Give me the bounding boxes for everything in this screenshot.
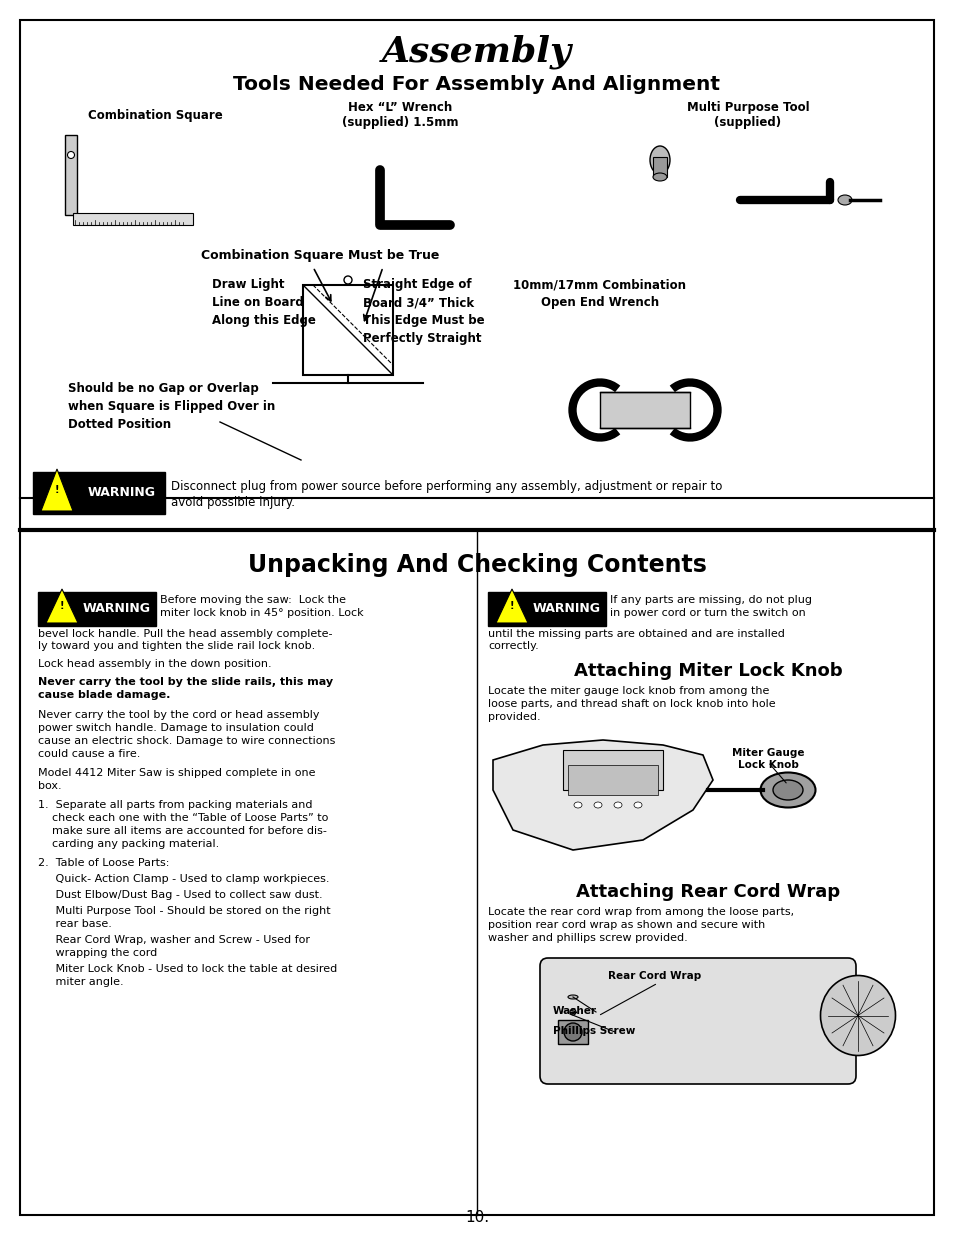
Text: Quick- Action Clamp - Used to clamp workpieces.: Quick- Action Clamp - Used to clamp work… bbox=[38, 874, 329, 884]
FancyBboxPatch shape bbox=[539, 958, 855, 1084]
Text: Straight Edge of
Board 3/4” Thick
This Edge Must be
Perfectly Straight: Straight Edge of Board 3/4” Thick This E… bbox=[363, 278, 484, 345]
Text: Attaching Rear Cord Wrap: Attaching Rear Cord Wrap bbox=[576, 883, 840, 902]
Ellipse shape bbox=[634, 802, 641, 808]
Text: Hex “L” Wrench
(supplied) 1.5mm: Hex “L” Wrench (supplied) 1.5mm bbox=[341, 101, 457, 128]
Text: Miter Gauge
Lock Knob: Miter Gauge Lock Knob bbox=[731, 748, 803, 769]
Ellipse shape bbox=[567, 995, 578, 999]
Polygon shape bbox=[493, 740, 712, 850]
Text: ly toward you and tighten the slide rail lock knob.: ly toward you and tighten the slide rail… bbox=[38, 641, 314, 651]
Text: provided.: provided. bbox=[488, 713, 540, 722]
Text: correctly.: correctly. bbox=[488, 641, 538, 651]
Text: cause blade damage.: cause blade damage. bbox=[38, 690, 171, 700]
Text: avoid possible injury.: avoid possible injury. bbox=[171, 496, 294, 509]
Ellipse shape bbox=[344, 275, 352, 284]
Bar bbox=[38, 592, 156, 626]
Text: 10mm/17mm Combination
Open End Wrench: 10mm/17mm Combination Open End Wrench bbox=[513, 278, 686, 309]
Text: wrapping the cord: wrapping the cord bbox=[38, 948, 157, 958]
Ellipse shape bbox=[574, 802, 581, 808]
Text: 1.  Separate all parts from packing materials and: 1. Separate all parts from packing mater… bbox=[38, 800, 313, 810]
Text: WARNING: WARNING bbox=[533, 603, 600, 615]
Polygon shape bbox=[46, 589, 78, 622]
Text: Unpacking And Checking Contents: Unpacking And Checking Contents bbox=[247, 553, 706, 577]
Text: rear base.: rear base. bbox=[38, 919, 112, 929]
Text: Washer: Washer bbox=[553, 1007, 597, 1016]
Ellipse shape bbox=[563, 1023, 581, 1041]
Text: Never carry the tool by the cord or head assembly: Never carry the tool by the cord or head… bbox=[38, 710, 319, 720]
Text: Locate the miter gauge lock knob from among the: Locate the miter gauge lock knob from am… bbox=[488, 685, 768, 697]
Bar bbox=[65, 135, 77, 215]
Bar bbox=[599, 391, 689, 429]
Bar bbox=[567, 764, 658, 795]
Text: miter angle.: miter angle. bbox=[38, 977, 124, 987]
Ellipse shape bbox=[569, 1009, 576, 1015]
Text: Model 4412 Miter Saw is shipped complete in one: Model 4412 Miter Saw is shipped complete… bbox=[38, 768, 315, 778]
Text: WARNING: WARNING bbox=[88, 487, 155, 499]
Text: Combination Square Must be True: Combination Square Must be True bbox=[200, 249, 438, 263]
Text: Dust Elbow/Dust Bag - Used to collect saw dust.: Dust Elbow/Dust Bag - Used to collect sa… bbox=[38, 890, 322, 900]
Text: loose parts, and thread shaft on lock knob into hole: loose parts, and thread shaft on lock kn… bbox=[488, 699, 775, 709]
Text: If any parts are missing, do not plug: If any parts are missing, do not plug bbox=[609, 595, 811, 605]
Text: Phillips Screw: Phillips Screw bbox=[553, 1026, 635, 1036]
Bar bbox=[562, 750, 662, 790]
Text: Never carry the tool by the slide rails, this may: Never carry the tool by the slide rails,… bbox=[38, 677, 333, 687]
Ellipse shape bbox=[760, 773, 815, 808]
Ellipse shape bbox=[837, 195, 851, 205]
Text: Disconnect plug from power source before performing any assembly, adjustment or : Disconnect plug from power source before… bbox=[171, 480, 721, 493]
Text: Lock head assembly in the down position.: Lock head assembly in the down position. bbox=[38, 659, 272, 669]
Text: Multi Purpose Tool
(supplied): Multi Purpose Tool (supplied) bbox=[686, 101, 808, 128]
Bar bbox=[303, 285, 393, 375]
Text: Assembly: Assembly bbox=[381, 35, 572, 69]
Text: washer and phillips screw provided.: washer and phillips screw provided. bbox=[488, 932, 687, 944]
Text: until the missing parts are obtained and are installed: until the missing parts are obtained and… bbox=[488, 629, 784, 638]
Bar bbox=[33, 472, 165, 514]
Text: Locate the rear cord wrap from among the loose parts,: Locate the rear cord wrap from among the… bbox=[488, 906, 793, 918]
Text: Miter Lock Knob - Used to lock the table at desired: Miter Lock Knob - Used to lock the table… bbox=[38, 965, 337, 974]
Text: Tools Needed For Assembly And Alignment: Tools Needed For Assembly And Alignment bbox=[233, 75, 720, 95]
Text: power switch handle. Damage to insulation could: power switch handle. Damage to insulatio… bbox=[38, 722, 314, 734]
Text: Multi Purpose Tool - Should be stored on the right: Multi Purpose Tool - Should be stored on… bbox=[38, 906, 331, 916]
Text: Combination Square: Combination Square bbox=[88, 109, 222, 121]
Text: bevel lock handle. Pull the head assembly complete-: bevel lock handle. Pull the head assembl… bbox=[38, 629, 333, 638]
Text: Rear Cord Wrap, washer and Screw - Used for: Rear Cord Wrap, washer and Screw - Used … bbox=[38, 935, 310, 945]
Polygon shape bbox=[496, 589, 527, 622]
Text: Before moving the saw:  Lock the: Before moving the saw: Lock the bbox=[160, 595, 346, 605]
Text: 2.  Table of Loose Parts:: 2. Table of Loose Parts: bbox=[38, 858, 170, 868]
Text: could cause a fire.: could cause a fire. bbox=[38, 748, 140, 760]
Text: Should be no Gap or Overlap
when Square is Flipped Over in
Dotted Position: Should be no Gap or Overlap when Square … bbox=[68, 382, 275, 431]
Text: make sure all items are accounted for before dis-: make sure all items are accounted for be… bbox=[38, 826, 327, 836]
Text: check each one with the “Table of Loose Parts” to: check each one with the “Table of Loose … bbox=[38, 813, 328, 823]
Ellipse shape bbox=[772, 781, 802, 800]
Text: Attaching Miter Lock Knob: Attaching Miter Lock Knob bbox=[573, 662, 841, 680]
Ellipse shape bbox=[68, 152, 74, 158]
Ellipse shape bbox=[820, 976, 895, 1056]
Text: in power cord or turn the switch on: in power cord or turn the switch on bbox=[609, 608, 805, 618]
Text: box.: box. bbox=[38, 781, 62, 790]
Text: carding any packing material.: carding any packing material. bbox=[38, 839, 219, 848]
Text: !: ! bbox=[60, 601, 64, 611]
Text: miter lock knob in 45° position. Lock: miter lock knob in 45° position. Lock bbox=[160, 608, 363, 618]
Text: Rear Cord Wrap: Rear Cord Wrap bbox=[607, 971, 700, 981]
Bar bbox=[73, 212, 193, 225]
Text: cause an electric shock. Damage to wire connections: cause an electric shock. Damage to wire … bbox=[38, 736, 335, 746]
Text: 10.: 10. bbox=[464, 1210, 489, 1225]
Text: !: ! bbox=[54, 485, 59, 495]
Ellipse shape bbox=[614, 802, 621, 808]
Ellipse shape bbox=[652, 173, 666, 182]
Bar bbox=[558, 1020, 587, 1044]
Text: position rear cord wrap as shown and secure with: position rear cord wrap as shown and sec… bbox=[488, 920, 764, 930]
Text: Draw Light
Line on Board
Along this Edge: Draw Light Line on Board Along this Edge bbox=[212, 278, 315, 327]
Ellipse shape bbox=[649, 146, 669, 174]
Polygon shape bbox=[41, 469, 73, 511]
Ellipse shape bbox=[594, 802, 601, 808]
Bar bbox=[652, 157, 666, 177]
Bar bbox=[488, 592, 605, 626]
Text: !: ! bbox=[509, 601, 514, 611]
Text: WARNING: WARNING bbox=[83, 603, 151, 615]
